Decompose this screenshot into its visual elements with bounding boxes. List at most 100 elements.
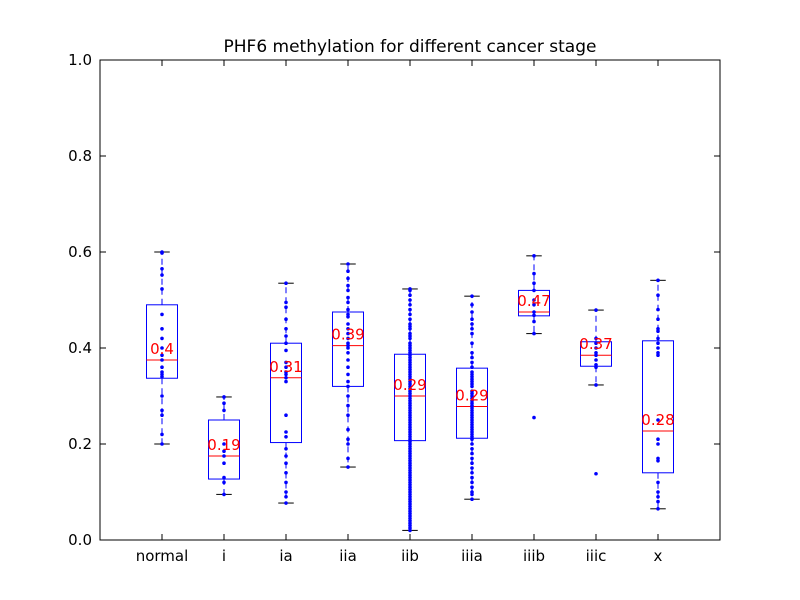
mean-label: 0.4 [150,340,174,358]
data-point [532,319,536,324]
data-point [222,408,226,413]
y-tick-label: 0.6 [68,243,92,261]
data-point [656,499,660,504]
data-point [284,430,288,434]
data-point [346,300,350,305]
data-point [160,287,164,291]
data-point [346,351,350,355]
data-point [408,288,412,293]
data-point [346,276,350,281]
data-point [160,408,164,413]
data-point [470,497,474,502]
data-point [408,336,412,341]
data-point [594,308,598,312]
data-point [656,346,660,350]
data-point [346,456,350,461]
data-point [408,303,412,307]
mean-label: 0.47 [517,292,550,310]
data-point [346,442,350,446]
data-point [346,288,350,293]
box-iiia: 0.29 [455,294,489,502]
data-point [284,435,288,439]
data-point [594,365,598,370]
data-point [346,336,350,341]
data-point [284,454,288,458]
data-point [656,507,660,511]
box-iqr [642,340,674,474]
data-point [470,485,474,490]
data-point [470,341,474,346]
data-point [594,383,598,387]
data-point [284,471,288,475]
data-point [284,305,288,310]
data-point [284,341,288,346]
data-point [222,475,226,480]
data-point [222,395,226,399]
data-point [284,480,288,485]
y-tick-label: 0.4 [68,339,92,357]
data-point [346,295,350,300]
data-point [656,329,660,334]
data-point [656,418,660,422]
data-point [160,327,164,331]
mean-label: 0.29 [455,387,488,405]
data-point [346,269,350,274]
data-point [222,449,226,454]
y-tick-label: 0.8 [68,147,92,165]
box-i: 0.19 [207,395,241,497]
data-point [408,327,412,331]
box-iib: 0.29 [393,287,427,533]
data-point [346,346,350,350]
data-point [532,298,536,302]
data-point [470,365,474,370]
data-point [346,465,350,469]
data-point [656,278,660,283]
data-point [346,327,350,331]
mean-label: 0.29 [393,376,426,394]
mean-label: 0.39 [331,326,364,344]
data-point [346,358,350,362]
data-point [284,375,288,380]
data-point [346,372,350,377]
data-point [408,298,412,302]
x-tick-label: x [654,547,663,565]
data-point [346,365,350,370]
data-point [594,358,598,362]
data-point [594,341,598,346]
data-point [470,437,474,442]
data-point [532,331,536,336]
data-point [470,331,474,336]
data-point [656,459,660,463]
data-point [470,317,474,322]
data-point [470,480,474,485]
data-point [160,442,164,446]
data-point [284,490,288,494]
data-point [160,353,164,358]
box-iiib: 0.47 [517,254,551,420]
data-point [470,327,474,331]
data-point [346,307,350,312]
data-point [532,288,536,293]
data-point [160,312,164,317]
data-point [284,327,288,331]
data-point [284,447,288,451]
data-point [470,447,474,451]
x-tick-label: iiic [586,547,607,565]
data-point [656,490,660,494]
box-ia: 0.31 [269,281,303,505]
mean-label: 0.37 [579,335,612,353]
data-point [160,273,164,277]
box-iiic: 0.37 [579,308,613,476]
mean-label: 0.31 [269,358,302,376]
data-point [284,413,288,418]
data-point [222,454,226,458]
data-point [346,283,350,288]
data-point [160,413,164,418]
chart-title: PHF6 methylation for different cancer st… [224,37,597,57]
data-point [222,401,226,406]
data-point [470,360,474,365]
data-point [656,307,660,312]
data-point [408,307,412,312]
